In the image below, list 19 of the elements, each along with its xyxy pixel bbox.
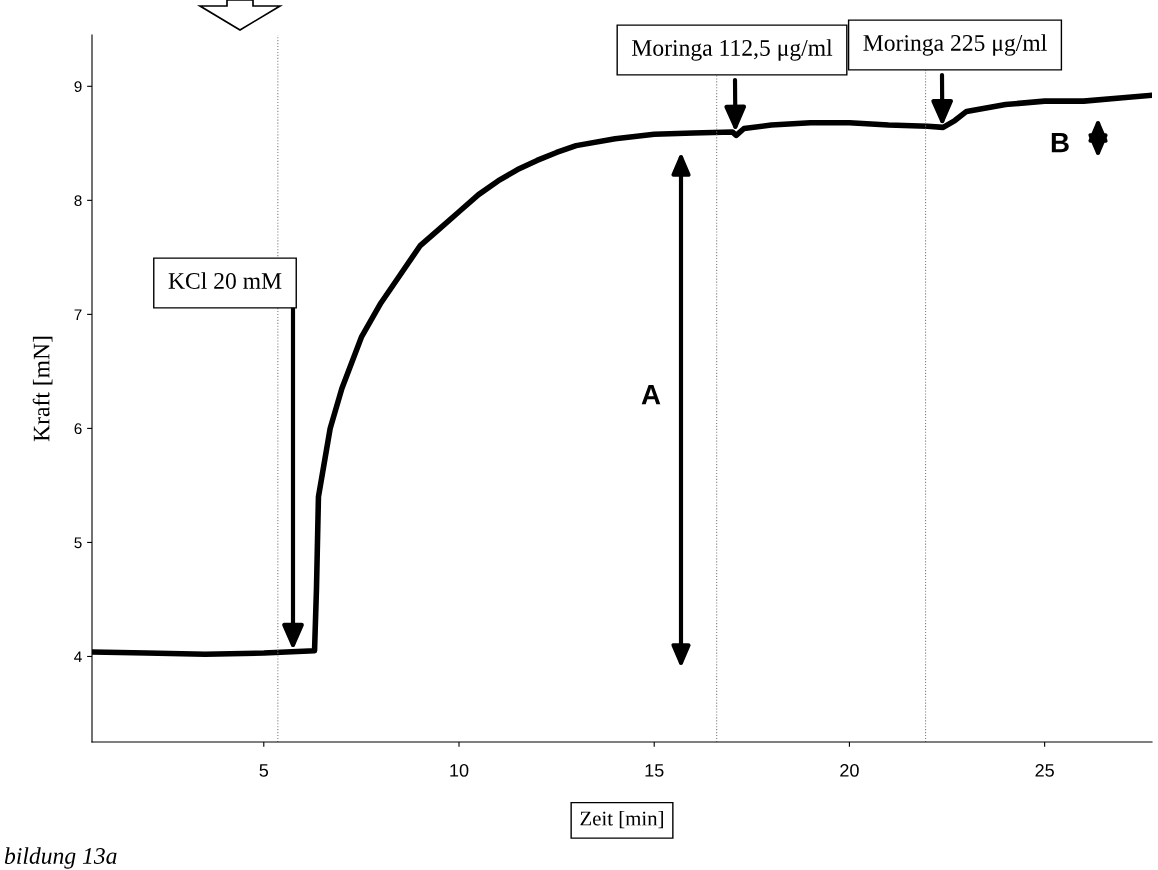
annotation: Moringa 112,5 μg/ml — [632, 39, 833, 61]
annotation: Moringa 225 μg/ml — [863, 34, 1047, 56]
text: bildung 13a — [4, 847, 117, 869]
y-tick-label: 8 — [74, 195, 82, 207]
annotation: A — [641, 385, 661, 405]
y-tick-label: 4 — [74, 651, 82, 663]
y-tick-label: 6 — [74, 423, 82, 435]
x-tick-label: 15 — [645, 764, 664, 777]
y-tick-label: 7 — [74, 309, 82, 320]
annotation: KCl 20 mM — [168, 272, 282, 289]
annotation: B — [1051, 133, 1069, 153]
x-tick-label: 10 — [450, 764, 469, 777]
x-tick-label: 5 — [259, 764, 269, 777]
y-tick-label: 5 — [74, 537, 82, 549]
x-tick-label: 25 — [1035, 764, 1054, 777]
y-axis-title: Kraft [mN] — [32, 336, 53, 442]
x-tick-label: 20 — [840, 764, 859, 777]
y-tick-label: 9 — [74, 81, 82, 92]
x-axis-title: Zeit [min] — [580, 810, 663, 829]
